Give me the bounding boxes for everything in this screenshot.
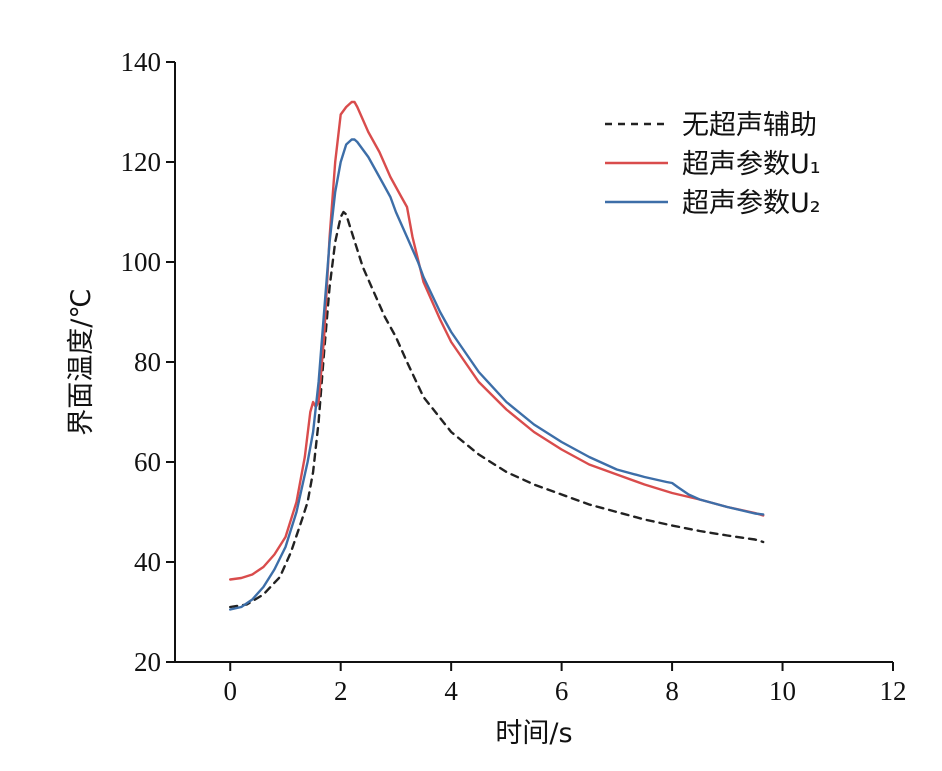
- y-tick-label: 140: [121, 47, 162, 77]
- y-tick-label: 20: [134, 647, 161, 677]
- series-line-2: [229, 100, 765, 581]
- x-tick-label: 4: [444, 676, 458, 706]
- y-tick-label: 80: [134, 347, 161, 377]
- x-tick-label: 8: [665, 676, 679, 706]
- legend-label-1: 无超声辅助: [682, 110, 817, 141]
- series-line-3: [229, 138, 765, 611]
- legend-label-3: 超声参数U₂: [682, 188, 821, 219]
- y-tick-label: 40: [134, 547, 161, 577]
- x-tick-label: 10: [769, 676, 796, 706]
- ticks: 0 2 4 6 8 10 12 20 40 60 80 100 120 140: [121, 47, 907, 706]
- x-tick-label: 0: [223, 676, 237, 706]
- series-lines: [229, 100, 765, 611]
- x-tick-label: 2: [334, 676, 348, 706]
- legend-label-2: 超声参数U₁: [682, 149, 821, 180]
- y-axis-title: 界面温度/℃: [66, 288, 97, 435]
- x-tick-label: 12: [880, 676, 907, 706]
- y-tick-label: 100: [121, 247, 162, 277]
- y-tick-label: 120: [121, 147, 162, 177]
- y-tick-label: 60: [134, 447, 161, 477]
- series-line-1: [229, 210, 765, 609]
- x-tick-label: 6: [555, 676, 569, 706]
- x-axis-title: 时间/s: [495, 718, 572, 749]
